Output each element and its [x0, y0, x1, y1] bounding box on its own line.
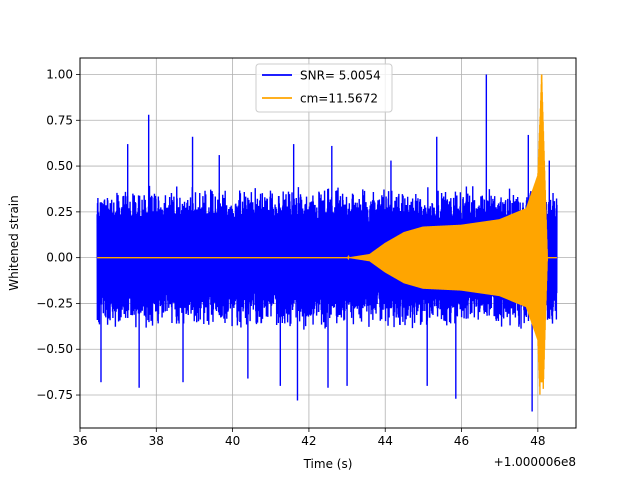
y-tick-label: 0.25	[46, 205, 73, 219]
x-offset-label: +1.000006e8	[494, 455, 576, 469]
y-axis-ticks: −0.75 −0.50 −0.25 0.00 0.25 0.50 0.75 1.00	[36, 67, 80, 402]
y-axis-label: Whitened strain	[7, 195, 21, 291]
x-axis-label: Time (s)	[303, 457, 353, 471]
x-tick-label: 46	[454, 434, 469, 448]
series-line-cm	[97, 76, 557, 395]
x-tick-label: 44	[378, 434, 393, 448]
x-tick-label: 42	[301, 434, 316, 448]
x-tick-label: 40	[225, 434, 240, 448]
legend-box	[255, 63, 393, 113]
y-tick-label: 0.00	[46, 251, 73, 265]
y-tick-label: 0.75	[46, 113, 73, 127]
x-tick-label: 48	[530, 434, 545, 448]
y-tick-label: 0.50	[46, 159, 73, 173]
legend-label-snr: SNR= 5.0054	[300, 69, 381, 83]
y-tick-label: −0.50	[36, 342, 73, 356]
y-tick-label: −0.75	[36, 388, 73, 402]
x-tick-label: 36	[72, 434, 87, 448]
x-axis-ticks: 36 38 40 42 44 46 48	[72, 428, 545, 448]
series-layer	[96, 74, 558, 412]
legend: SNR= 5.0054 cm=11.5672	[255, 63, 393, 113]
plot-frame	[79, 57, 577, 429]
legend-label-cm: cm=11.5672	[300, 92, 378, 106]
y-tick-label: 1.00	[46, 67, 73, 81]
y-tick-label: −0.25	[36, 296, 73, 310]
x-tick-label: 38	[149, 434, 164, 448]
